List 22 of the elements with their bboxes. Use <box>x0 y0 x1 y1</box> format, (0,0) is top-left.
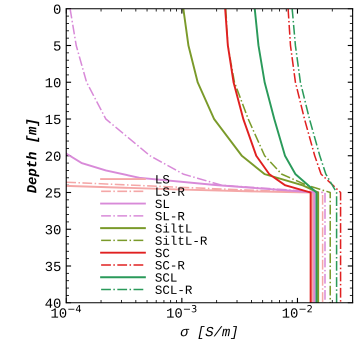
y-tick-label: 0 <box>54 4 61 14</box>
y-tick-label: 25 <box>46 188 60 198</box>
x-axis-title: σ [S/m] <box>180 326 238 340</box>
x-tick-label: 10$^{−3}$ <box>167 305 196 318</box>
legend-label: SCL-R <box>155 286 192 294</box>
legend-label: LS-R <box>156 187 185 196</box>
y-tick-label: 30 <box>46 224 61 234</box>
y-tick-label: 15 <box>46 114 60 124</box>
y-tick-label: 5 <box>54 41 60 51</box>
y-tick-label: 20 <box>46 151 61 161</box>
legend-label: SiltL <box>155 223 192 233</box>
legend-label: SL-R <box>155 212 185 220</box>
y-tick-label: 35 <box>46 262 60 272</box>
legend-label: SL <box>155 200 170 208</box>
legend-label: SiltL-R <box>155 236 208 245</box>
legend-label: SC <box>155 248 170 258</box>
y-tick-label: 10 <box>46 78 61 88</box>
legend-label: SCL <box>155 273 177 282</box>
legend-label: LS <box>156 175 170 184</box>
y-axis-title: Depth [m] <box>26 120 40 194</box>
legend-label: SC-R <box>155 260 185 270</box>
x-tick-label: 10$^{−2}$ <box>282 305 312 318</box>
